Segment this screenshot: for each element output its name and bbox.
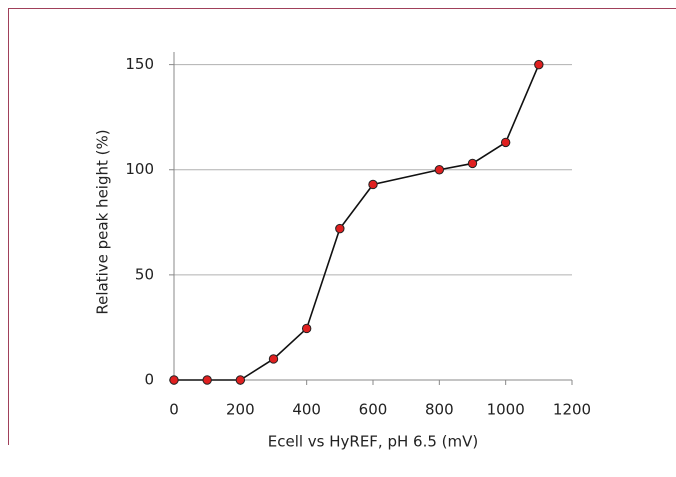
x-tick-label: 0	[169, 401, 179, 419]
data-point	[434, 165, 445, 175]
x-tick-label: 1200	[553, 401, 591, 419]
data-point	[534, 59, 544, 70]
series-line	[174, 64, 540, 381]
data-point	[368, 179, 378, 190]
data-point	[467, 158, 478, 169]
data-point	[235, 375, 246, 385]
data-point	[169, 375, 179, 385]
y-tick-label: 50	[135, 265, 154, 283]
x-tick-label: 200	[226, 401, 255, 419]
y-tick-label: 100	[125, 160, 154, 178]
data-point	[500, 137, 511, 148]
y-axis-title: Relative peak height (%)	[94, 129, 112, 314]
x-tick-label: 400	[292, 401, 321, 419]
y-tick-label: 150	[125, 55, 154, 73]
data-point	[301, 323, 312, 334]
data-point	[268, 354, 279, 364]
data-point	[202, 375, 212, 385]
x-axis-title: Ecell vs HyREF, pH 6.5 (mV)	[268, 433, 479, 451]
x-tick-label: 800	[425, 401, 454, 419]
data-point	[335, 223, 345, 234]
x-tick-label: 1000	[487, 401, 525, 419]
x-tick-label: 600	[359, 401, 388, 419]
y-tick-label: 0	[144, 371, 154, 389]
